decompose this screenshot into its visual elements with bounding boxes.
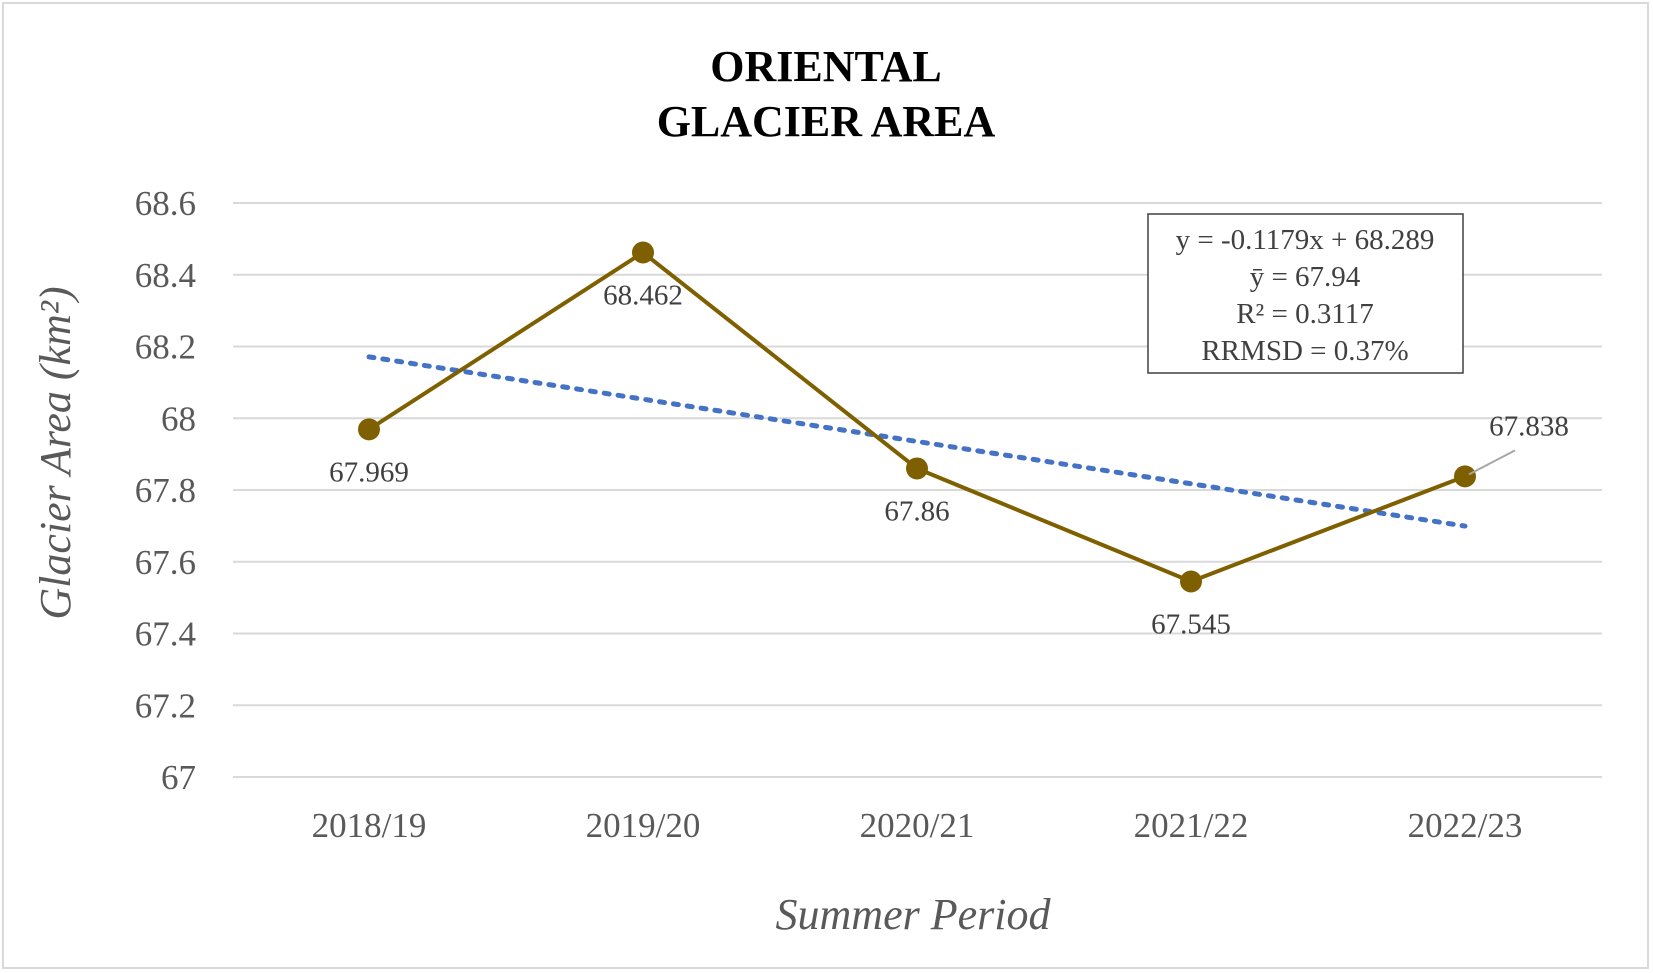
stats-box: y = -0.1179x + 68.289 ȳ = 67.94 R² = 0.311…: [1147, 213, 1464, 374]
data-point: [906, 457, 928, 480]
x-tick-label: 2018/19: [312, 806, 427, 845]
x-tick-label: 2021/22: [1134, 806, 1249, 845]
y-axis-title: Glacier Area (km²): [31, 286, 80, 619]
trendline-path: [366, 354, 1468, 529]
stats-box-border: [1147, 213, 1464, 374]
x-tick-label: 2022/23: [1408, 806, 1523, 845]
trendline: [366, 354, 1468, 529]
y-tick-label: 67.2: [135, 686, 196, 725]
y-tick-label: 68.6: [135, 184, 196, 223]
y-tick-labels: 67 67.2 67.4 67.6 67.8 68 68.2 68.4 68.6: [135, 184, 196, 797]
data-label: 68.462: [603, 280, 683, 312]
x-axis-title: Summer Period: [776, 890, 1052, 939]
data-point: [1454, 465, 1476, 488]
y-tick-label: 67: [161, 758, 196, 797]
stats-line: y = -0.1179x + 68.289: [1176, 224, 1435, 256]
stats-line: ȳ = 67.94: [1250, 261, 1361, 293]
x-tick-label: 2019/20: [586, 806, 701, 845]
y-tick-label: 67.6: [135, 543, 196, 582]
x-tick-labels: 2018/19 2019/20 2020/21 2021/22 2022/23: [312, 806, 1523, 845]
data-label-leader: [1468, 449, 1516, 476]
x-tick-label: 2020/21: [860, 806, 975, 845]
stats-line: R² = 0.3117: [1236, 298, 1374, 330]
y-tick-label: 68: [161, 399, 196, 438]
data-label: 67.838: [1489, 410, 1569, 442]
data-label: 67.86: [884, 495, 949, 527]
data-point: [358, 418, 380, 441]
y-tick-label: 68.4: [135, 256, 196, 295]
data-label: 67.969: [329, 456, 409, 488]
series-line: [358, 241, 1476, 593]
stats-line: RRMSD = 0.37%: [1201, 335, 1408, 367]
chart-title-line-2: GLACIER AREA: [657, 97, 996, 146]
data-label: 67.545: [1151, 608, 1231, 640]
y-tick-label: 67.8: [135, 471, 196, 510]
data-point: [632, 241, 654, 264]
data-labels: 67.969 68.462 67.86 67.545 67.838: [329, 280, 1569, 641]
chart-title: ORIENTAL GLACIER AREA: [657, 42, 996, 146]
y-tick-label: 67.4: [135, 615, 196, 654]
y-tick-label: 68.2: [135, 328, 196, 367]
data-point: [1180, 570, 1202, 593]
chart-title-line-1: ORIENTAL: [710, 42, 941, 91]
